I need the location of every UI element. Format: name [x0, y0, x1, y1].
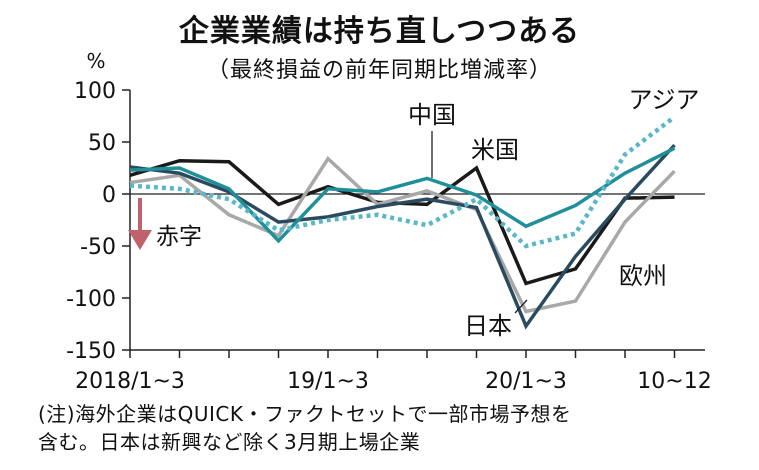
footnote: (注)海外企業はQUICK・ファクトセットで一部市場予想を 含む。日本は新興など… — [38, 400, 738, 456]
chart-title: 企業業績は持ち直しつつある — [178, 14, 581, 49]
y-tick-label: -150 — [66, 339, 116, 364]
series-line — [129, 155, 676, 314]
deficit-label: 赤字 — [156, 224, 202, 250]
series-line — [129, 143, 676, 330]
y-tick-label: 0 — [102, 183, 116, 208]
line-chart: % 100 50 0 -50 -100 -150 2018/1~3 19/1~3 20/1~3 10… — [66, 49, 712, 394]
x-tick-label: 20/1~3 — [485, 369, 567, 394]
series-label: 日本 — [464, 312, 512, 340]
y-unit-label: % — [86, 49, 105, 73]
x-tick-label: 10~12 — [637, 369, 711, 394]
series-line — [129, 115, 676, 249]
deficit-arrow-head — [128, 230, 152, 250]
series-label-leader — [514, 299, 528, 314]
series-label: アジア — [628, 86, 699, 114]
chart-subtitle: （最終損益の前年同期比増減率） — [206, 58, 552, 83]
footnote-line-2: 含む。日本は新興など除く3月期上場企業 — [38, 430, 421, 454]
x-tick-label: 19/1~3 — [287, 369, 369, 394]
series-line — [129, 158, 675, 286]
footnote-line-1: (注)海外企業はQUICK・ファクトセットで一部市場予想を — [38, 402, 572, 426]
x-tick-label: 2018/1~3 — [75, 369, 185, 394]
y-tick-label: 50 — [88, 131, 116, 156]
series-line — [129, 146, 676, 244]
y-tick-label: -100 — [66, 287, 116, 312]
series-label: 中国 — [408, 101, 456, 129]
series-label: 欧州 — [619, 262, 667, 290]
series-label: 米国 — [471, 136, 519, 164]
y-tick-label: 100 — [74, 79, 116, 104]
y-tick-label: -50 — [80, 235, 116, 260]
